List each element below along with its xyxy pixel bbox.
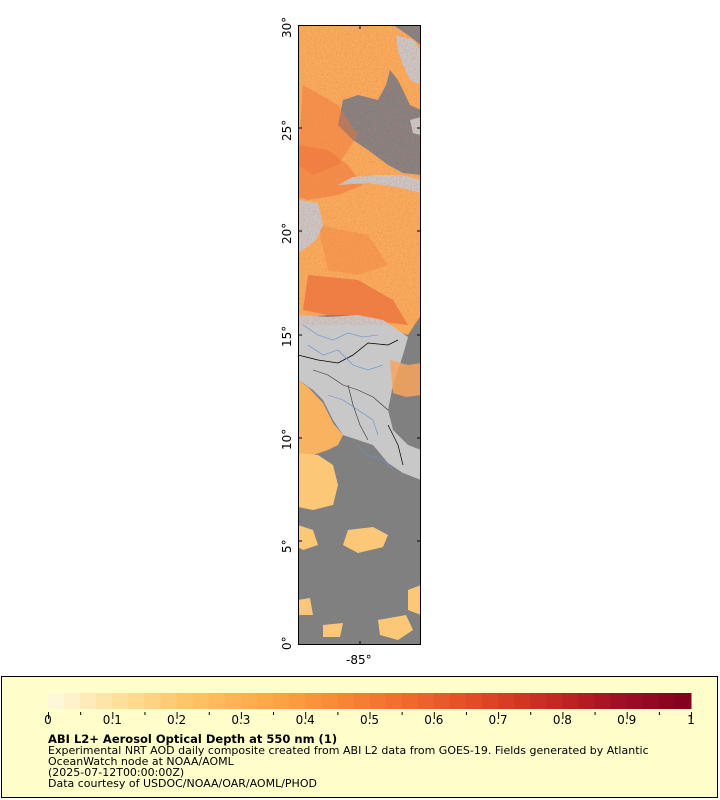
colorbar-cell	[433, 693, 451, 709]
colorbar-cell	[289, 693, 306, 709]
colorbar-cell	[482, 693, 499, 709]
colorbar-cell	[192, 693, 210, 709]
colorbar-cell	[369, 693, 387, 709]
lat-label-20: 20°	[280, 222, 294, 244]
colorbar-cell	[642, 693, 660, 709]
colorbar-cell	[353, 693, 370, 709]
colorbar-label: 0.8	[552, 713, 572, 727]
colorbar-cell	[48, 693, 65, 709]
lat-label-0: 0°	[280, 636, 294, 650]
colorbar-cell	[273, 693, 290, 709]
legend-credit: Data courtesy of USDOC/NOAA/OAR/AOML/PHO…	[48, 777, 317, 790]
colorbar-cell	[385, 693, 403, 709]
colorbar-cell	[514, 693, 531, 709]
legend-description-line1: Experimental NRT AOD daily composite cre…	[48, 744, 649, 757]
colorbar-cell	[465, 693, 483, 709]
colorbar-label: 0.2	[167, 713, 187, 727]
colorbar-cell	[674, 693, 692, 709]
colorbar-cell	[144, 693, 162, 709]
legend-panel: 0 0.1 0.2 0.3 0.4 0.5 0.6 0.7 0.8 0.9 1 ABI L2+ Ae…	[1, 676, 718, 798]
colorbar-cell	[578, 693, 596, 709]
lat-label-15: 15°	[280, 325, 294, 347]
aod-map	[298, 25, 421, 645]
colorbar-label: 0.6	[424, 713, 444, 727]
legend-description-line2: OceanWatch node at NOAA/AOML	[48, 755, 234, 768]
colorbar-cell	[401, 693, 419, 709]
colorbar-cell	[610, 693, 628, 709]
colorbar-cell	[112, 693, 129, 709]
lat-label-25: 25°	[280, 119, 294, 141]
colorbar-cell	[208, 693, 226, 709]
colorbar-cell	[240, 693, 258, 709]
colorbar-label: 0.4	[295, 713, 315, 727]
colorbar-cell	[626, 693, 644, 709]
colorbar-label: 0.5	[359, 713, 380, 727]
lat-label-10: 10°	[280, 428, 294, 450]
colorbar-cell	[321, 693, 338, 709]
colorbar-cell	[658, 693, 676, 709]
colorbar-cell	[224, 693, 242, 709]
lat-label-5: 5°	[280, 539, 294, 553]
colorbar-cell	[449, 693, 467, 709]
colorbar-cell	[337, 693, 354, 709]
aod-map-image	[298, 25, 421, 645]
rivers	[302, 324, 379, 341]
land-central-america	[298, 315, 421, 480]
colorbar-cell	[498, 693, 515, 709]
colorbar-cell	[530, 693, 547, 709]
colorbar-label: 0	[44, 713, 52, 727]
lat-label-30: 30°	[280, 16, 294, 38]
colorbar-label: 1	[687, 713, 695, 727]
legend-date: (2025-07-12T00:00:00Z)	[48, 766, 185, 779]
colorbar-cell	[256, 693, 274, 709]
lon-label-85: -85°	[346, 653, 372, 667]
colorbar-cell	[128, 693, 145, 709]
colorbar-cell	[417, 693, 435, 709]
country-borders	[298, 339, 399, 364]
colorbar-cell	[96, 693, 113, 709]
colorbar-label: 0.1	[102, 713, 122, 727]
colorbar-cell	[160, 693, 178, 709]
legend-title: ABI L2+ Aerosol Optical Depth at 550 nm …	[48, 732, 338, 746]
colorbar-cell	[594, 693, 612, 709]
colorbar	[48, 693, 692, 719]
colorbar-label: 0.9	[617, 713, 637, 727]
colorbar-label: 0.7	[488, 713, 508, 727]
colorbar-cell	[80, 693, 97, 709]
colorbar-cell	[305, 693, 322, 709]
colorbar-cell	[562, 693, 579, 709]
colorbar-label: 0.3	[231, 713, 251, 727]
colorbar-cell	[546, 693, 563, 709]
lat-ticks	[298, 25, 421, 645]
colorbar-cell	[64, 693, 81, 709]
colorbar-cell	[176, 693, 194, 709]
